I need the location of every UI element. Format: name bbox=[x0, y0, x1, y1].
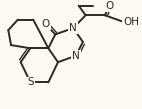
Text: OH: OH bbox=[123, 17, 139, 27]
Text: N: N bbox=[69, 23, 77, 33]
Text: O: O bbox=[105, 1, 113, 11]
Text: O: O bbox=[41, 19, 50, 29]
Text: N: N bbox=[72, 51, 80, 61]
Text: S: S bbox=[27, 77, 34, 87]
